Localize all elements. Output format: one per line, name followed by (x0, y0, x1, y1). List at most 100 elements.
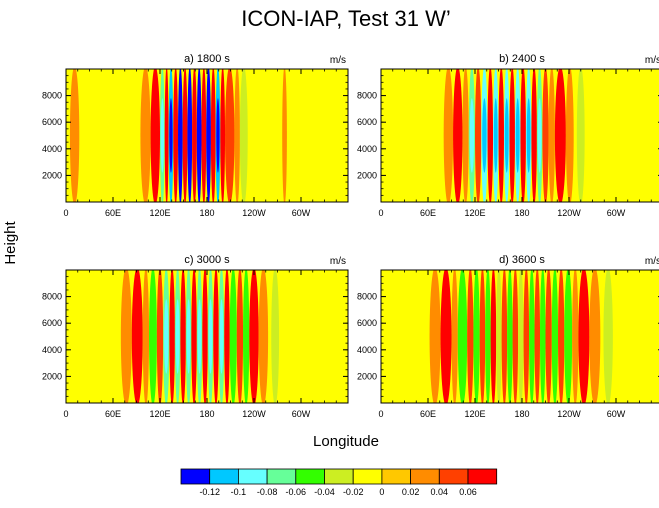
w-cell (258, 270, 269, 403)
y-tick-label: 2000 (42, 170, 62, 180)
w-cell (512, 270, 519, 403)
x-tick-label: 120W (557, 409, 581, 419)
w-cell-core (175, 299, 180, 374)
x-tick-label: 0 (378, 409, 383, 419)
x-tick-label: 0 (63, 409, 68, 419)
w-cell (239, 69, 248, 202)
w-cell-core (556, 98, 565, 173)
w-cell (501, 270, 508, 403)
figure-title: ICON-IAP, Test 31 W’ (241, 6, 450, 31)
colorbar-swatch (266, 468, 297, 485)
w-cell (496, 270, 502, 403)
w-cell (229, 270, 237, 403)
units-label: m/s (330, 256, 346, 267)
panel-d: 0 60E 120E 180 120W 60W 2000 4000 6000 8000 d) 360… (357, 254, 659, 419)
w-cell-core (499, 98, 504, 173)
colorbar-label: -0.12 (199, 487, 220, 497)
y-tick-label: 6000 (357, 318, 377, 328)
w-cell (529, 270, 535, 403)
w-cell (282, 69, 287, 202)
colorbar-swatch (438, 468, 469, 485)
w-cell (576, 69, 585, 202)
x-tick-label: 60E (105, 409, 121, 419)
w-cell (149, 270, 157, 403)
w-cell-core (521, 98, 526, 173)
y-tick-label: 8000 (357, 292, 377, 302)
colorbar-swatch (381, 468, 411, 485)
w-cell (558, 270, 565, 403)
w-cell (142, 270, 150, 403)
w-cell-core (216, 98, 220, 173)
w-cell-core (192, 98, 197, 173)
plot-area (66, 69, 348, 202)
plot-area (381, 69, 659, 202)
x-tick-label: 60W (292, 409, 311, 419)
w-cell-core (211, 98, 215, 173)
w-cell (467, 270, 474, 403)
x-tick-label: 180 (514, 409, 529, 419)
x-tick-label: 120E (464, 208, 485, 218)
panel-label: c) 3000 s (184, 254, 230, 266)
w-cell (479, 270, 486, 403)
w-cell-core (188, 98, 192, 173)
y-tick-label: 4000 (357, 345, 377, 355)
colorbar-swatch (467, 468, 498, 485)
w-cell-core (202, 98, 206, 173)
w-cell-core (192, 299, 196, 374)
panel-label: d) 3600 s (499, 254, 545, 266)
w-cell-core (164, 299, 169, 374)
w-cell-core (526, 98, 531, 173)
w-cell (156, 270, 164, 403)
colorbar-label: -0.1 (231, 487, 247, 497)
w-cell-core (221, 98, 225, 173)
w-cell-core (219, 299, 224, 374)
x-tick-label: 180 (199, 409, 214, 419)
panel-c: 0 60E 120E 180 120W 60W 2000 4000 6000 8000 c) 300… (42, 254, 349, 419)
w-cell (234, 69, 240, 202)
units-label: m/s (645, 55, 659, 66)
x-tick-label: 60E (420, 208, 436, 218)
w-cell (243, 270, 250, 403)
x-axis-label: Longitude (313, 433, 379, 450)
x-tick-label: 180 (514, 208, 529, 218)
w-cell (540, 270, 546, 403)
w-cell-core (493, 98, 498, 173)
units-label: m/s (330, 55, 346, 66)
w-cell-core (186, 299, 191, 374)
colorbar-swatch (352, 468, 383, 485)
w-cell (603, 270, 613, 403)
x-tick-label: 120W (242, 208, 266, 218)
w-cell (518, 270, 524, 403)
w-cell (565, 69, 574, 202)
w-cell (271, 270, 280, 403)
w-cell (507, 270, 513, 403)
y-tick-label: 2000 (42, 371, 62, 381)
w-cell (429, 270, 441, 403)
w-cell-core (160, 98, 164, 173)
y-tick-label: 6000 (357, 117, 377, 127)
y-tick-label: 8000 (357, 91, 377, 101)
w-cell (120, 270, 132, 403)
w-cell-core (491, 299, 496, 374)
colorbar-swatch (180, 468, 211, 485)
units-label: m/s (645, 256, 659, 267)
colorbar-swatch (237, 468, 268, 485)
colorbar-swatch (209, 468, 239, 485)
w-cell-core (133, 299, 142, 374)
y-tick-label: 8000 (42, 91, 62, 101)
w-cell-core (208, 299, 213, 374)
plot-area (66, 270, 348, 403)
w-cell (564, 270, 573, 403)
w-cell (462, 69, 469, 202)
w-cell-core (482, 98, 487, 173)
x-tick-label: 0 (378, 208, 383, 218)
colorbar-label: -0.08 (257, 487, 278, 497)
w-cell (473, 270, 480, 403)
y-tick-label: 2000 (357, 170, 377, 180)
w-cell-core (203, 299, 207, 374)
w-cell-core (537, 98, 542, 173)
x-tick-label: 60W (292, 208, 311, 218)
y-tick-label: 2000 (357, 371, 377, 381)
w-cell-core (580, 299, 588, 374)
x-tick-label: 120W (242, 409, 266, 419)
